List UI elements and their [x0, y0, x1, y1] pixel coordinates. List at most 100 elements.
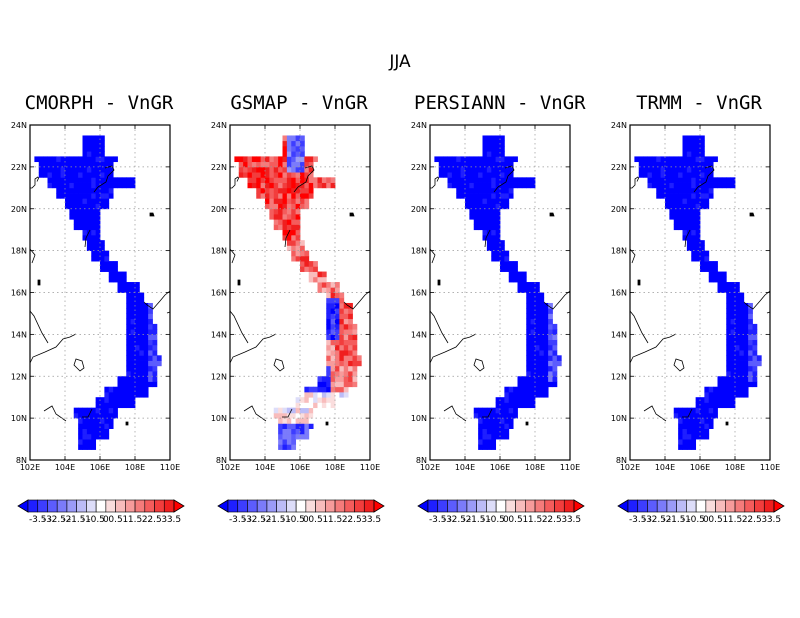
grid-cell [713, 177, 718, 183]
grid-cell [82, 234, 88, 241]
grid-cell [43, 156, 48, 163]
grid-cell [469, 161, 475, 168]
grid-cell [513, 276, 518, 283]
grid-cell [278, 213, 283, 220]
grid-cell [726, 318, 732, 325]
grid-cell [343, 334, 349, 341]
grid-cell [548, 308, 553, 314]
grid-cell [482, 166, 488, 173]
grid-cell [143, 329, 149, 335]
lat-tick-label: 24N [11, 121, 27, 130]
grid-cell [473, 412, 479, 419]
grid-cell [748, 313, 753, 320]
grid-cell [695, 250, 701, 257]
grid-cell [500, 140, 505, 147]
grid-cell [108, 156, 114, 163]
grid-cell [86, 156, 92, 163]
grid-cell [504, 433, 510, 440]
grid-cell [721, 282, 727, 288]
grid-cell [695, 140, 701, 147]
grid-cell [543, 344, 549, 351]
grid-cell [500, 151, 505, 157]
grid-cell [539, 344, 545, 351]
grid-cell [726, 302, 732, 309]
grid-cell [700, 182, 705, 189]
grid-cell [735, 381, 740, 388]
grid-cell [91, 245, 97, 252]
grid-cell [260, 193, 266, 199]
grid-cell [82, 208, 88, 215]
grid-cell [548, 371, 553, 377]
grid-cell [495, 428, 501, 435]
colorbar-swatch [334, 499, 346, 513]
grid-cell [286, 145, 292, 152]
grid-cell [86, 407, 92, 414]
colorbar-label: -3.5 [229, 515, 247, 525]
grid-cell [295, 397, 301, 403]
grid-cell [491, 161, 497, 168]
grid-cell [265, 182, 270, 189]
grid-cell [108, 166, 114, 173]
grid-cell [682, 234, 688, 241]
grid-cell [665, 193, 670, 199]
grid-cell [278, 412, 283, 419]
grid-cell [530, 339, 536, 346]
grid-cell [456, 182, 462, 189]
island [749, 212, 755, 217]
grid-cell [300, 182, 305, 189]
grid-cell [321, 381, 327, 388]
border-line [629, 310, 649, 344]
grid-cell [443, 156, 448, 163]
grid-cell [295, 255, 301, 262]
grid-cell [486, 428, 492, 435]
grid-cell [335, 386, 340, 393]
colorbar-label: 0.5 [708, 515, 722, 525]
grid-cell [117, 381, 123, 388]
grid-cell [143, 365, 149, 372]
grid-cell [691, 423, 697, 429]
border-line [143, 290, 171, 310]
grid-cell [352, 344, 358, 351]
grid-cell [508, 402, 514, 409]
grid-cell [95, 245, 101, 252]
grid-cell [69, 213, 75, 220]
border-line [630, 176, 640, 189]
grid-cell [60, 172, 66, 178]
grid-cell [130, 402, 136, 409]
grid-cell [708, 156, 714, 163]
grid-cell [143, 391, 149, 398]
grid-cell [352, 371, 358, 377]
grid-cell [69, 172, 75, 178]
grid-cell [530, 350, 536, 356]
grid-cell [91, 418, 97, 424]
grid-cell [47, 182, 53, 189]
grid-cell [295, 224, 301, 231]
grid-cell [495, 402, 501, 409]
grid-cell [739, 360, 745, 367]
grid-cell [291, 203, 297, 210]
grid-cell [482, 213, 488, 220]
grid-cell [704, 198, 710, 204]
grid-cell [465, 177, 470, 183]
grid-cell [86, 166, 92, 173]
colorbar-label: -2.5 [248, 515, 266, 525]
grid-cell [278, 224, 283, 231]
gridlines [430, 125, 570, 460]
grid-cell [282, 135, 288, 142]
grid-cell [86, 145, 92, 152]
grid-cell [308, 418, 314, 424]
grid-cell [491, 418, 497, 424]
grid-cell [460, 177, 466, 183]
grid-cell [695, 433, 701, 440]
grid-cell [535, 308, 540, 314]
grid-cell [530, 329, 536, 335]
grid-cell [447, 166, 453, 173]
grid-cell [304, 428, 310, 435]
grid-cell [265, 177, 270, 183]
grid-cell [500, 407, 505, 414]
grid-cell [739, 323, 745, 330]
grid-cell [343, 350, 349, 356]
grid-cell [526, 371, 532, 377]
grid-cell [695, 135, 701, 142]
grid-cell [495, 177, 501, 183]
